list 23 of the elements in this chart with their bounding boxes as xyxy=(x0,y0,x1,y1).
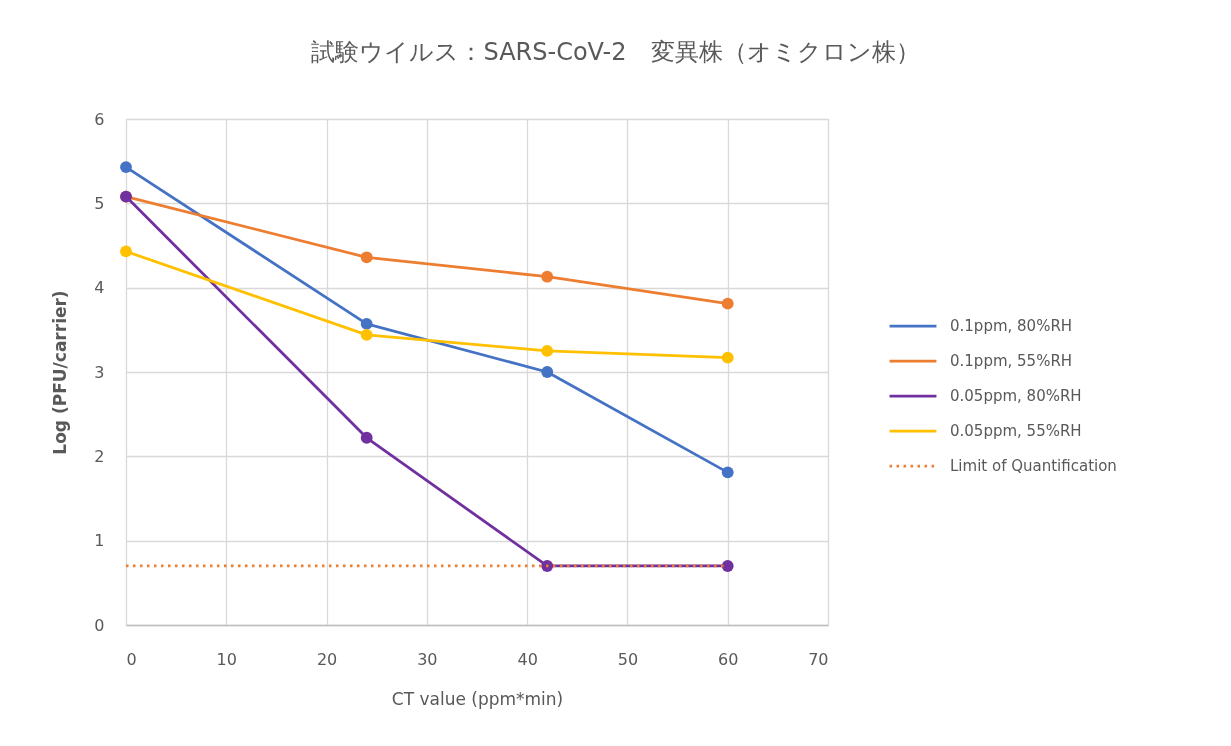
x-tick-label: 20 xyxy=(316,649,338,669)
y-tick-label: 0 xyxy=(94,615,105,635)
y-tick-label: 2 xyxy=(94,446,105,466)
x-tick-label: 0 xyxy=(126,649,137,669)
x-tick-label: 60 xyxy=(718,649,739,669)
x-tick-label: 30 xyxy=(417,649,438,669)
y-tick-label: 3 xyxy=(94,362,105,382)
x-axis-title: CT value (ppm*min) xyxy=(391,688,564,709)
y-tick-label: 5 xyxy=(94,193,105,213)
legend-label: 0.1ppm, 80%RH xyxy=(950,317,1073,336)
legend-label: 0.1ppm, 55%RH xyxy=(950,352,1073,371)
y-tick-label: 4 xyxy=(94,278,105,298)
x-tick-label: 70 xyxy=(808,649,829,669)
x-tick-label: 10 xyxy=(216,649,237,669)
legend-label: Limit of Quantification xyxy=(950,457,1117,476)
y-tick-label: 6 xyxy=(94,109,105,129)
y-axis-title: Log (PFU/carrier) xyxy=(50,290,71,455)
chart-title: 試験ウイルス：SARS-CoV-2 変異株（オミクロン株） xyxy=(311,38,920,66)
x-tick-label: 40 xyxy=(517,649,538,669)
y-tick-label: 1 xyxy=(94,531,105,551)
legend-label: 0.05ppm, 55%RH xyxy=(950,422,1082,441)
x-tick-label: 50 xyxy=(617,649,639,669)
legend-label: 0.05ppm, 80%RH xyxy=(950,387,1082,406)
